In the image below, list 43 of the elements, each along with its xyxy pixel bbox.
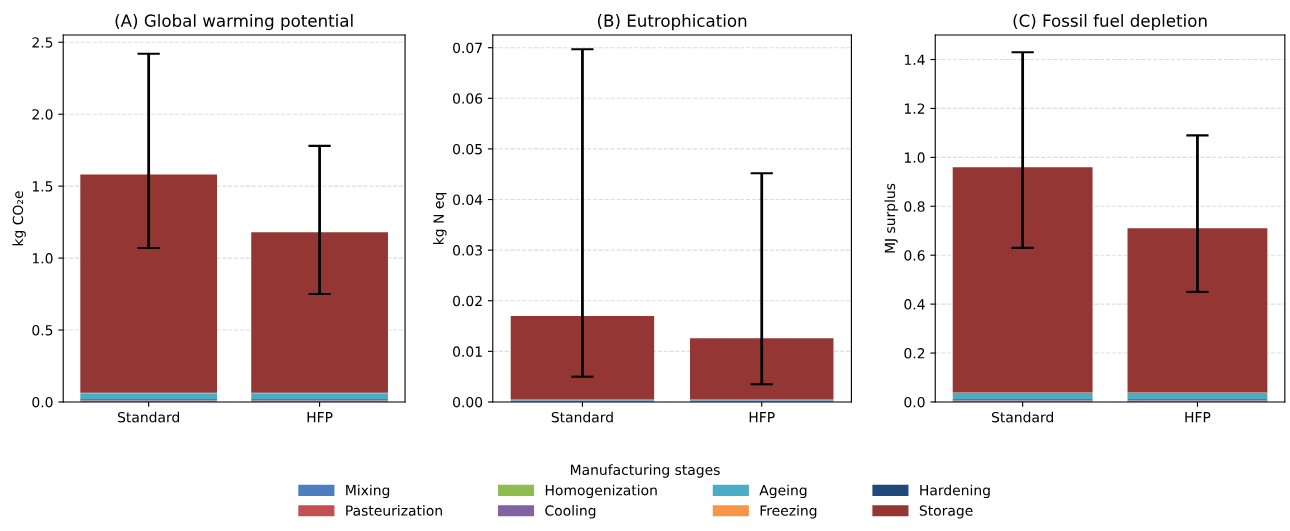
y-tick-label: 0.4 [904,299,925,310]
legend-label: Freezing [760,505,817,519]
y-tick-label: 0.06 [453,93,483,104]
chart-title: (B) Eutrophication [597,14,747,31]
legend-label: Cooling [545,505,596,519]
y-axis-title: kg CO₂e [12,191,26,246]
y-tick-label: 0.6 [904,250,925,261]
legend-label: Pasteurization [346,505,442,516]
legend-label: Ageing [759,484,807,499]
y-tick-label: 2.0 [32,109,53,120]
x-tick-label: Standard [117,411,179,423]
x-tick-label: Standard [551,411,613,423]
y-tick-label: 0.00 [453,396,483,408]
y-tick-label: 0.01 [453,346,482,357]
y-tick-label: 0.2 [904,348,925,359]
y-tick-label: 1.2 [904,103,925,114]
y-tick-label: 1.4 [904,54,925,65]
y-tick-label: 0.02 [453,295,482,307]
x-tick-label: HFP [307,412,333,423]
y-tick-label: 0.05 [453,143,482,155]
y-tick-label: 0.0 [904,396,925,408]
y-tick-label: 2.5 [32,37,53,48]
y-tick-label: 0.5 [32,324,53,336]
legend-label: Hardening [920,484,990,499]
y-tick-label: 1.5 [32,181,53,192]
y-tick-label: 1.0 [904,152,925,163]
chart-title: (C) Fossil fuel depletion [1013,14,1207,31]
y-tick-label: 0.0 [32,396,53,408]
y-tick-label: 0.07 [453,42,482,54]
legend-label: Homogenization [545,484,657,499]
y-axis-title: kg N eq [433,193,447,244]
legend-title: Manufacturing stages [570,464,720,478]
y-axis-title: MJ surplus [884,183,898,253]
y-tick-label: 0.03 [453,245,482,256]
x-tick-label: Standard [991,411,1053,423]
y-tick-label: 0.04 [453,194,483,205]
legend-label: Storage [919,505,973,519]
chart-title: (A) Global warming potential [115,14,353,31]
legend-label: Mixing [346,484,390,499]
x-tick-label: HFP [1185,412,1211,423]
x-tick-label: HFP [749,412,775,423]
y-tick-label: 0.8 [904,201,925,212]
y-tick-label: 1.0 [32,253,53,264]
